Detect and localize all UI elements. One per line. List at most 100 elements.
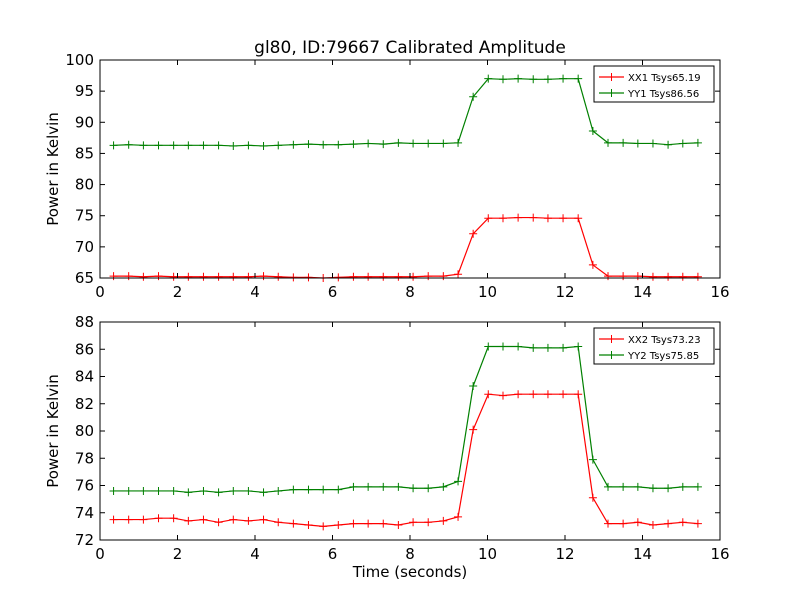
data-point-marker [154, 514, 163, 523]
data-point-marker [633, 518, 642, 527]
x-tick-label: 14 [633, 545, 652, 563]
data-point-marker [678, 482, 687, 491]
data-point-marker [648, 484, 657, 493]
data-point-marker [439, 272, 448, 281]
data-point-marker [304, 273, 313, 282]
data-point-marker [154, 486, 163, 495]
data-point-marker [379, 140, 388, 149]
data-point-marker [214, 141, 223, 150]
data-point-marker [619, 482, 628, 491]
data-point-marker [529, 390, 538, 399]
data-point-marker [529, 75, 538, 84]
data-point-marker [334, 273, 343, 282]
data-point-marker [484, 214, 493, 223]
data-point-marker [394, 482, 403, 491]
data-point-marker [259, 141, 268, 150]
data-point-marker [424, 139, 433, 148]
data-point-marker [633, 482, 642, 491]
data-point-marker [319, 522, 328, 531]
data-point-marker [259, 488, 268, 497]
data-point-marker [169, 141, 178, 150]
x-tick-label: 10 [478, 545, 497, 563]
data-point-marker [619, 272, 628, 281]
chart-panel-1: 0 2 4 6 8 10 12 14 16 65 70 75 80 85 90 95 100 Power in K… [44, 51, 730, 301]
y-tick-label: 76 [75, 477, 94, 495]
data-point-marker [588, 127, 597, 136]
y-tick-label: 100 [65, 51, 94, 69]
y-tick-label: 80 [75, 176, 94, 194]
data-point-marker [109, 141, 118, 150]
data-point-marker [514, 74, 523, 83]
data-point-marker [574, 342, 583, 351]
x-tick-label: 6 [328, 283, 338, 301]
data-point-marker [274, 518, 283, 527]
series-line [113, 78, 698, 147]
x-tick-label: 8 [405, 545, 415, 563]
data-point-marker [289, 140, 298, 149]
data-point-marker [289, 519, 298, 528]
data-point-marker [244, 516, 253, 525]
data-point-marker [678, 272, 687, 281]
x-tick-label: 14 [633, 283, 652, 301]
data-point-marker [664, 140, 673, 149]
data-point-marker [439, 139, 448, 148]
data-point-marker [469, 92, 478, 101]
data-point-marker [454, 512, 463, 521]
data-point-marker [484, 74, 493, 83]
data-point-marker [199, 515, 208, 524]
y-tick-label: 65 [75, 269, 94, 287]
series-line [113, 393, 698, 527]
data-point-marker [109, 515, 118, 524]
data-point-marker [139, 141, 148, 150]
data-point-marker [588, 493, 597, 502]
data-point-marker [199, 272, 208, 281]
y-axis-label: Power in Kelvin [44, 374, 62, 488]
legend-box [593, 327, 715, 365]
data-point-marker [559, 343, 568, 352]
data-point-marker [484, 342, 493, 351]
data-point-marker [633, 272, 642, 281]
x-axis-label: Time (seconds) [352, 563, 468, 581]
data-point-marker [409, 518, 418, 527]
legend: XX1 Tsys65.19 YY1 Tsys86.56 [593, 65, 715, 103]
legend-marker [607, 89, 616, 97]
data-point-marker [439, 516, 448, 525]
data-point-marker [559, 214, 568, 223]
x-tick-label: 16 [710, 545, 729, 563]
data-point-marker [349, 482, 358, 491]
data-point-marker [289, 485, 298, 494]
data-point-marker [364, 139, 373, 148]
data-point-marker [214, 518, 223, 527]
data-point-marker [169, 486, 178, 495]
y-tick-label: 90 [75, 113, 94, 131]
data-point-marker [693, 138, 702, 147]
data-point-marker [604, 519, 613, 528]
data-point-marker [334, 521, 343, 530]
data-point-marker [364, 272, 373, 281]
legend: XX2 Tsys73.23 YY2 Tsys75.85 [593, 327, 715, 365]
data-point-marker [604, 482, 613, 491]
x-tick-label: 8 [405, 283, 415, 301]
data-point-marker [259, 515, 268, 524]
data-point-marker [514, 213, 523, 222]
data-point-marker [559, 390, 568, 399]
data-point-marker [289, 273, 298, 282]
data-point-marker [543, 343, 552, 352]
legend-label: XX1 Tsys65.19 [628, 73, 701, 84]
data-point-marker [349, 519, 358, 528]
chart-panel-2: 0 2 4 6 8 10 12 14 16 72 74 76 78 80 82 84 86 88 Power in … [44, 313, 730, 581]
data-point-marker [454, 270, 463, 279]
data-point-marker [304, 485, 313, 494]
data-point-marker [379, 272, 388, 281]
data-point-marker [574, 214, 583, 223]
data-point-marker [484, 390, 493, 399]
data-point-marker [214, 272, 223, 281]
y-tick-label: 88 [75, 313, 94, 331]
data-point-marker [619, 138, 628, 147]
x-tick-label: 16 [710, 283, 729, 301]
data-point-marker [543, 390, 552, 399]
data-point-marker [394, 521, 403, 530]
data-point-marker [364, 519, 373, 528]
data-point-marker [424, 484, 433, 493]
data-point-marker [274, 141, 283, 150]
